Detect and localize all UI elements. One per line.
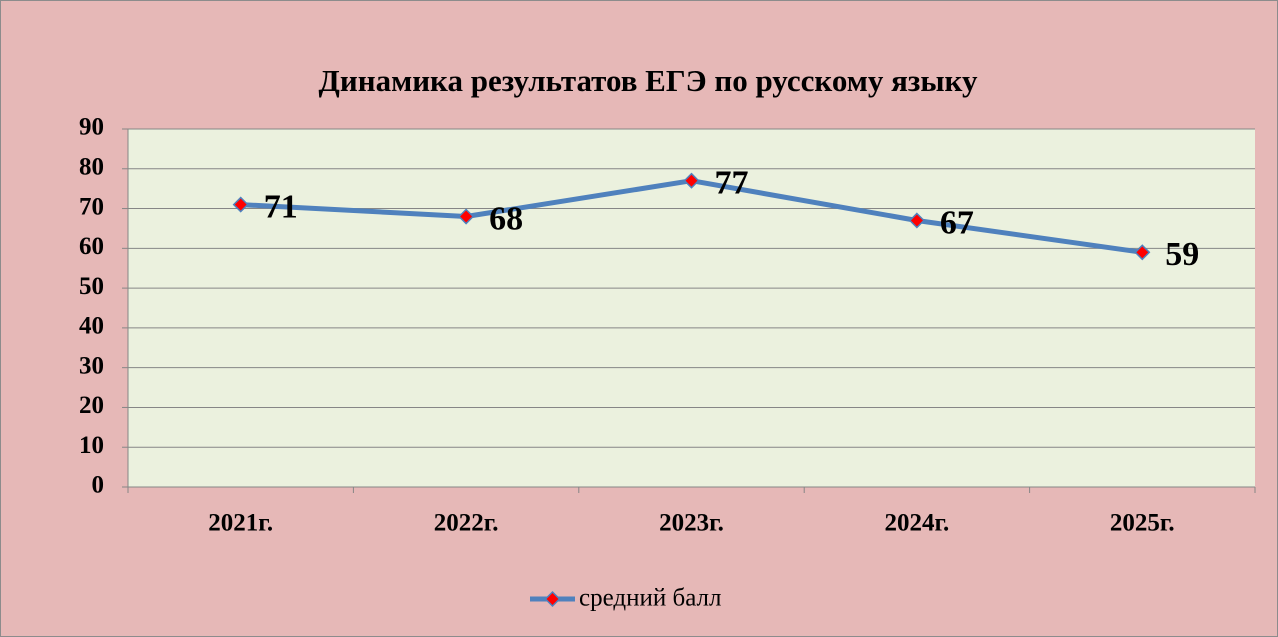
y-tick-label: 90: [79, 114, 104, 141]
y-tick-label: 40: [79, 313, 104, 340]
data-label: 71: [264, 188, 298, 225]
y-tick-label: 20: [79, 392, 104, 419]
y-tick-label: 30: [79, 352, 104, 379]
data-point: [458, 208, 475, 225]
y-tick-label: 70: [79, 193, 104, 220]
y-tick-label: 60: [79, 233, 104, 260]
data-label: 68: [489, 200, 523, 237]
legend-label: средний балл: [579, 585, 721, 612]
y-tick-label: 10: [79, 432, 104, 459]
data-point: [1134, 244, 1151, 261]
y-tick-label: 80: [79, 154, 104, 181]
y-tick-label: 0: [92, 472, 105, 499]
x-tick-label: 2023г.: [659, 510, 724, 537]
data-label: 77: [715, 165, 749, 202]
x-tick-label: 2024г.: [885, 510, 950, 537]
chart-title: Динамика результатов ЕГЭ по русскому язы…: [319, 63, 978, 98]
x-tick-label: 2025г.: [1110, 510, 1175, 537]
legend-marker: [544, 590, 561, 608]
data-label: 67: [940, 204, 974, 241]
data-label: 59: [1165, 236, 1199, 273]
y-tick-label: 50: [79, 273, 104, 300]
data-point: [232, 196, 249, 213]
x-tick-label: 2022г.: [434, 510, 499, 537]
data-point: [683, 172, 700, 189]
data-point: [908, 212, 925, 229]
x-tick-label: 2021г.: [208, 510, 273, 537]
